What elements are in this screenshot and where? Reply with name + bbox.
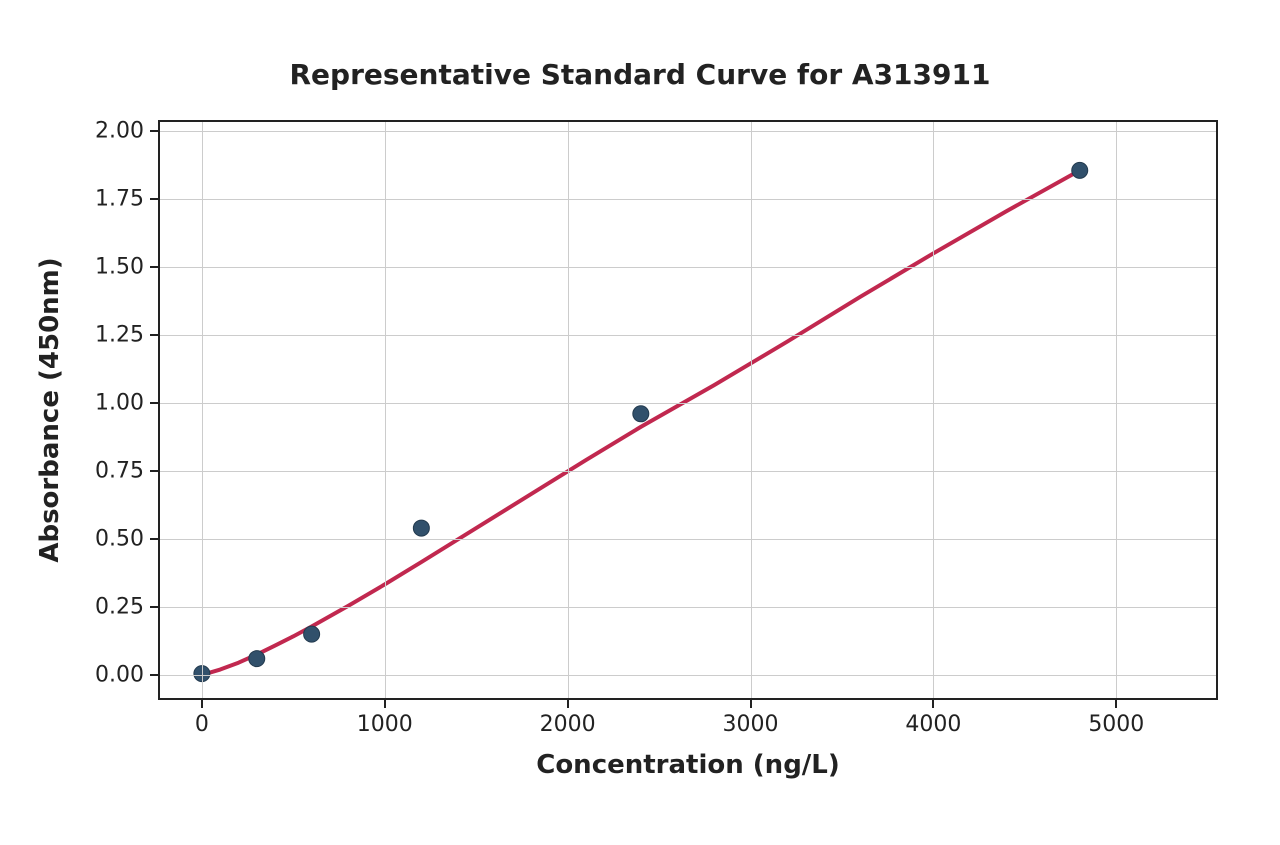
grid-line-horizontal	[158, 471, 1218, 472]
plot-spine-top	[158, 120, 1218, 122]
grid-line-horizontal	[158, 131, 1218, 132]
grid-line-vertical	[1116, 120, 1117, 700]
y-tick-label: 0.50	[95, 526, 144, 551]
x-tick-label: 5000	[1088, 712, 1144, 737]
grid-line-vertical	[568, 120, 569, 700]
y-tick-label: 0.75	[95, 458, 144, 483]
y-tick-mark	[150, 334, 158, 336]
grid-line-horizontal	[158, 607, 1218, 608]
x-tick-mark	[1115, 700, 1117, 708]
y-tick-mark	[150, 266, 158, 268]
plot-spine-left	[158, 120, 160, 700]
y-tick-mark	[150, 198, 158, 200]
data-point	[633, 406, 649, 422]
grid-line-vertical	[202, 120, 203, 700]
grid-line-vertical	[751, 120, 752, 700]
plot-spine-right	[1216, 120, 1218, 700]
x-tick-label: 3000	[723, 712, 779, 737]
y-tick-label: 1.50	[95, 254, 144, 279]
data-point	[249, 651, 265, 667]
x-tick-label: 2000	[540, 712, 596, 737]
y-tick-mark	[150, 402, 158, 404]
grid-line-horizontal	[158, 199, 1218, 200]
x-tick-mark	[932, 700, 934, 708]
x-axis-label: Concentration (ng/L)	[158, 750, 1218, 780]
grid-line-vertical	[933, 120, 934, 700]
data-point	[304, 626, 320, 642]
grid-line-vertical	[385, 120, 386, 700]
grid-line-horizontal	[158, 335, 1218, 336]
x-tick-label: 4000	[905, 712, 961, 737]
grid-line-horizontal	[158, 403, 1218, 404]
plot-spine-bottom	[158, 698, 1218, 700]
x-tick-mark	[384, 700, 386, 708]
plot-area	[158, 120, 1218, 700]
data-point	[1072, 162, 1088, 178]
y-tick-label: 0.00	[95, 662, 144, 687]
x-tick-mark	[567, 700, 569, 708]
y-tick-mark	[150, 674, 158, 676]
y-tick-label: 2.00	[95, 118, 144, 143]
y-tick-label: 1.75	[95, 186, 144, 211]
x-tick-mark	[201, 700, 203, 708]
y-tick-label: 0.25	[95, 594, 144, 619]
y-axis-label: Absorbance (450nm)	[35, 120, 65, 700]
data-point	[413, 520, 429, 536]
y-tick-mark	[150, 538, 158, 540]
y-tick-label: 1.00	[95, 390, 144, 415]
y-tick-mark	[150, 130, 158, 132]
grid-line-horizontal	[158, 267, 1218, 268]
y-tick-label: 1.25	[95, 322, 144, 347]
x-tick-label: 1000	[357, 712, 413, 737]
standard-curve-chart: Representative Standard Curve for A31391…	[0, 0, 1280, 845]
x-tick-label: 0	[195, 712, 209, 737]
grid-line-horizontal	[158, 675, 1218, 676]
grid-line-horizontal	[158, 539, 1218, 540]
fitted-curve	[202, 170, 1080, 675]
x-tick-mark	[750, 700, 752, 708]
y-tick-mark	[150, 606, 158, 608]
y-tick-mark	[150, 470, 158, 472]
chart-title: Representative Standard Curve for A31391…	[0, 58, 1280, 91]
plot-svg	[158, 120, 1218, 700]
